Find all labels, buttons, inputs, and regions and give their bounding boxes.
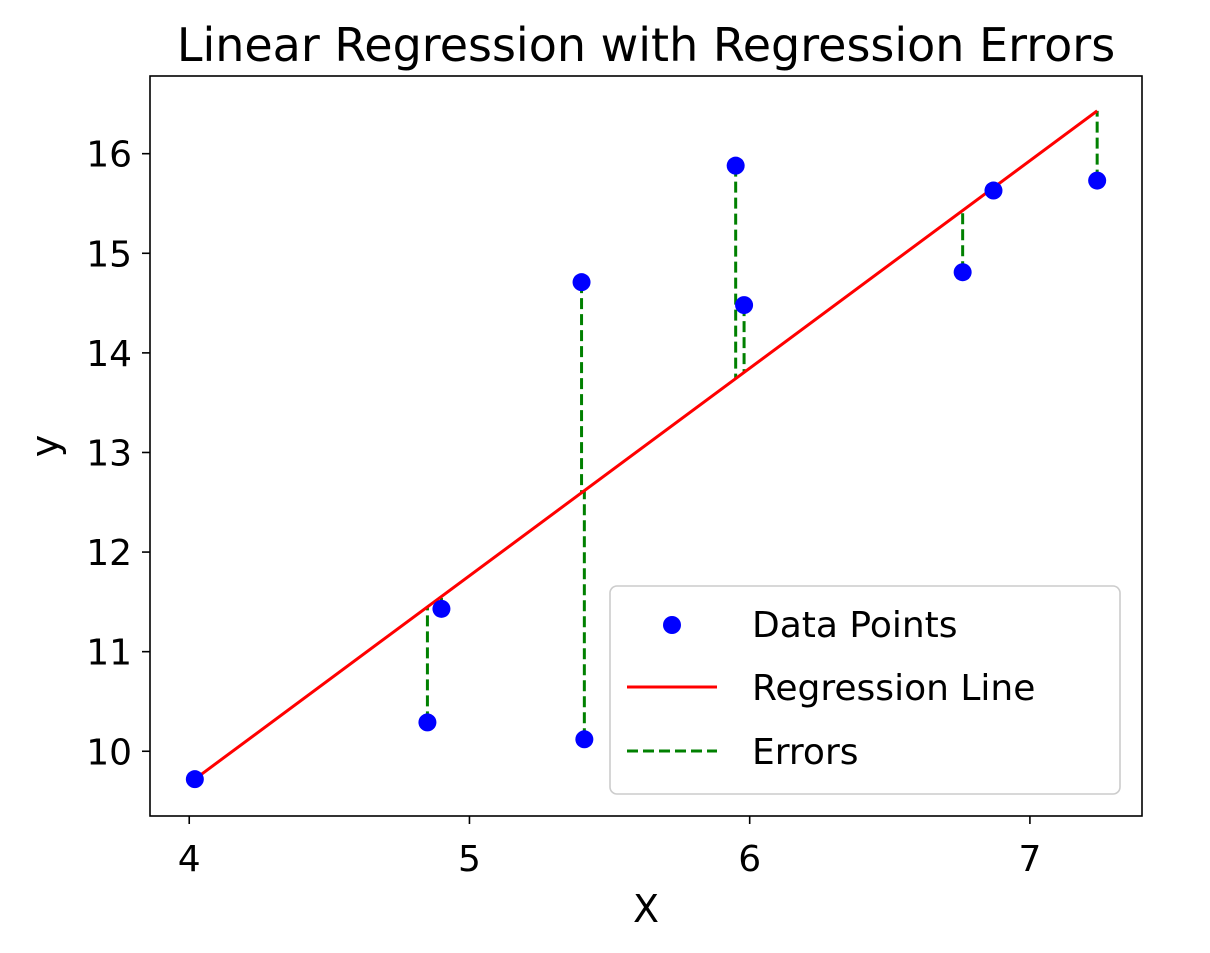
legend-label-data-points: Data Points (752, 605, 958, 646)
plot-frame (149, 75, 1143, 817)
chart-legend: Data Points Regression Line Errors (609, 585, 1121, 795)
data-point-0 (185, 770, 204, 789)
y-tick-label-16: 16 (86, 135, 132, 176)
x-tick-label-7: 7 (1018, 839, 1041, 880)
x-tick-label-6: 6 (738, 839, 761, 880)
data-point-4 (575, 730, 594, 749)
data-point-8 (984, 181, 1003, 200)
x-axis-label: X (633, 887, 659, 931)
legend-label-errors: Errors (752, 732, 859, 773)
x-axis-ticks: 4 5 6 7 (178, 816, 1041, 880)
legend-marker-data-points (663, 616, 681, 634)
x-tick-label-4: 4 (178, 839, 201, 880)
data-point-6 (735, 296, 754, 315)
legend-box (609, 585, 1121, 795)
y-tick-label-14: 14 (86, 334, 132, 375)
data-point-5 (726, 156, 745, 175)
y-tick-label-15: 15 (86, 234, 132, 275)
y-tick-label-10: 10 (86, 732, 132, 773)
y-tick-label-11: 11 (86, 633, 132, 674)
y-tick-label-12: 12 (86, 533, 132, 574)
y-axis-label: y (23, 435, 67, 458)
plot-area (185, 109, 1107, 789)
y-axis-ticks: 10 11 12 13 14 15 16 (86, 135, 150, 773)
data-point-9 (1088, 171, 1107, 190)
data-point-7 (953, 263, 972, 282)
data-point-2 (432, 599, 451, 618)
y-tick-label-13: 13 (86, 433, 132, 474)
legend-label-regression-line: Regression Line (752, 668, 1035, 709)
chart-title: Linear Regression with Regression Errors (177, 18, 1115, 72)
data-point-1 (418, 713, 437, 732)
data-point-3 (572, 273, 591, 292)
regression-line (193, 109, 1099, 781)
x-tick-label-5: 5 (458, 839, 481, 880)
